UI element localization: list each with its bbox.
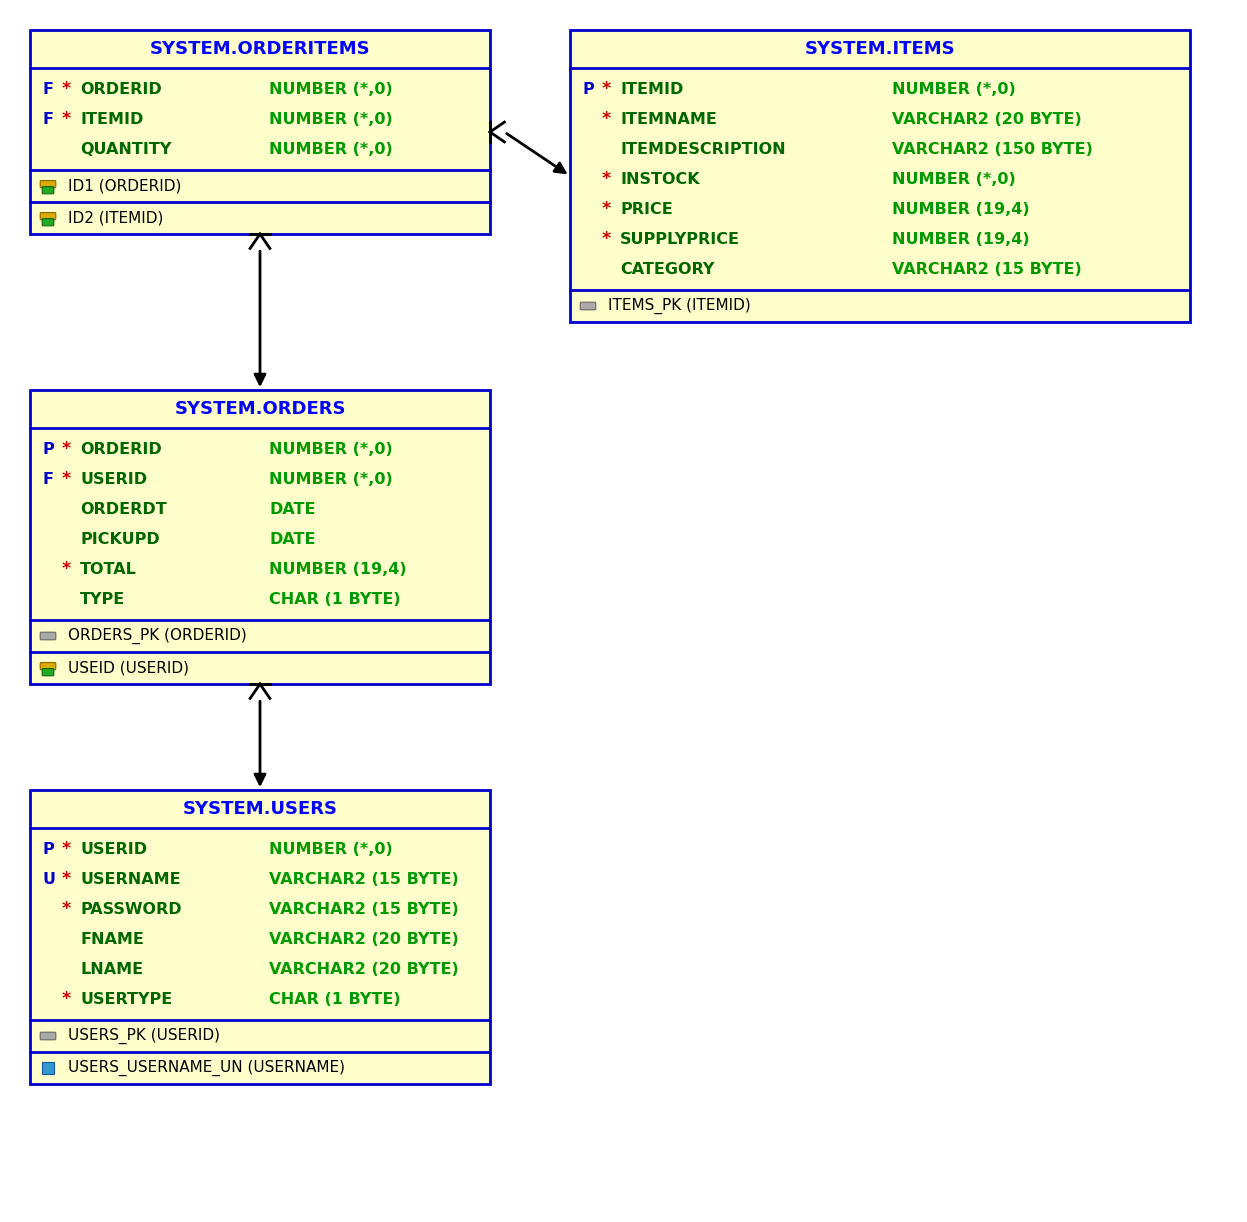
- Text: PASSWORD: PASSWORD: [80, 902, 182, 916]
- Text: *: *: [602, 200, 611, 218]
- Text: SYSTEM.ORDERS: SYSTEM.ORDERS: [175, 400, 345, 418]
- Text: TOTAL: TOTAL: [80, 561, 137, 577]
- Text: *: *: [602, 110, 611, 128]
- Text: USERID: USERID: [80, 842, 147, 857]
- Text: NUMBER (*,0): NUMBER (*,0): [269, 472, 393, 486]
- Text: P: P: [42, 441, 54, 457]
- Text: ORDERS_PK (ORDERID): ORDERS_PK (ORDERID): [69, 628, 247, 644]
- Text: USERS_USERNAME_UN (USERNAME): USERS_USERNAME_UN (USERNAME): [69, 1059, 345, 1077]
- Text: *: *: [62, 990, 71, 1008]
- Bar: [570, 31, 1190, 323]
- Text: *: *: [62, 560, 71, 578]
- Text: *: *: [62, 840, 71, 858]
- Text: ORDERID: ORDERID: [80, 82, 162, 97]
- FancyBboxPatch shape: [40, 213, 56, 220]
- Text: NUMBER (19,4): NUMBER (19,4): [269, 561, 407, 577]
- Text: SYSTEM.USERS: SYSTEM.USERS: [182, 800, 338, 818]
- Text: NUMBER (*,0): NUMBER (*,0): [269, 842, 393, 857]
- Text: ITEMID: ITEMID: [620, 82, 683, 97]
- Text: *: *: [62, 440, 71, 458]
- Text: ITEMDESCRIPTION: ITEMDESCRIPTION: [620, 142, 786, 156]
- Text: ORDERID: ORDERID: [80, 441, 162, 457]
- Text: *: *: [62, 470, 71, 488]
- Text: USERS_PK (USERID): USERS_PK (USERID): [69, 1028, 219, 1044]
- Text: ORDERDT: ORDERDT: [80, 501, 167, 517]
- Text: NUMBER (*,0): NUMBER (*,0): [269, 441, 393, 457]
- Text: P: P: [582, 82, 594, 97]
- Text: NUMBER (*,0): NUMBER (*,0): [893, 82, 1016, 97]
- FancyBboxPatch shape: [40, 632, 56, 640]
- Text: NUMBER (*,0): NUMBER (*,0): [269, 82, 393, 97]
- FancyBboxPatch shape: [40, 181, 56, 188]
- Text: *: *: [62, 899, 71, 918]
- Bar: [30, 789, 490, 1084]
- Text: QUANTITY: QUANTITY: [80, 142, 171, 156]
- Text: VARCHAR2 (15 BYTE): VARCHAR2 (15 BYTE): [269, 871, 459, 886]
- Text: LNAME: LNAME: [80, 962, 143, 976]
- Text: PRICE: PRICE: [620, 202, 672, 216]
- Text: CHAR (1 BYTE): CHAR (1 BYTE): [269, 591, 400, 606]
- Text: *: *: [62, 79, 71, 98]
- Text: NUMBER (19,4): NUMBER (19,4): [893, 231, 1030, 247]
- Text: PICKUPD: PICKUPD: [80, 532, 160, 546]
- Text: *: *: [62, 870, 71, 888]
- Bar: [30, 390, 490, 684]
- Text: USEID (USERID): USEID (USERID): [69, 661, 190, 676]
- Text: NUMBER (*,0): NUMBER (*,0): [893, 171, 1016, 187]
- Bar: [30, 31, 490, 233]
- Text: VARCHAR2 (150 BYTE): VARCHAR2 (150 BYTE): [893, 142, 1094, 156]
- Text: TYPE: TYPE: [80, 591, 125, 606]
- Text: SYSTEM.ORDERITEMS: SYSTEM.ORDERITEMS: [150, 40, 370, 57]
- Text: ID1 (ORDERID): ID1 (ORDERID): [69, 178, 181, 193]
- Text: ITEMNAME: ITEMNAME: [620, 111, 717, 127]
- Text: DATE: DATE: [269, 501, 315, 517]
- FancyBboxPatch shape: [42, 668, 54, 676]
- Text: P: P: [42, 842, 54, 857]
- Text: VARCHAR2 (20 BYTE): VARCHAR2 (20 BYTE): [269, 962, 459, 976]
- Text: NUMBER (*,0): NUMBER (*,0): [269, 142, 393, 156]
- FancyBboxPatch shape: [40, 1033, 56, 1040]
- Text: F: F: [42, 111, 54, 127]
- Text: *: *: [62, 110, 71, 128]
- Text: *: *: [602, 170, 611, 188]
- Text: *: *: [602, 79, 611, 98]
- FancyBboxPatch shape: [580, 302, 596, 310]
- Text: *: *: [602, 230, 611, 248]
- Text: USERTYPE: USERTYPE: [80, 991, 172, 1007]
- Text: SUPPLYPRICE: SUPPLYPRICE: [620, 231, 739, 247]
- Text: INSTOCK: INSTOCK: [620, 171, 700, 187]
- Text: NUMBER (19,4): NUMBER (19,4): [893, 202, 1030, 216]
- Text: CHAR (1 BYTE): CHAR (1 BYTE): [269, 991, 400, 1007]
- Text: FNAME: FNAME: [80, 931, 143, 947]
- Text: SYSTEM.ITEMS: SYSTEM.ITEMS: [804, 40, 955, 57]
- Text: VARCHAR2 (20 BYTE): VARCHAR2 (20 BYTE): [269, 931, 459, 947]
- Text: VARCHAR2 (20 BYTE): VARCHAR2 (20 BYTE): [893, 111, 1082, 127]
- Text: DATE: DATE: [269, 532, 315, 546]
- Text: CATEGORY: CATEGORY: [620, 262, 715, 276]
- FancyBboxPatch shape: [42, 219, 54, 226]
- Text: ID2 (ITEMID): ID2 (ITEMID): [69, 210, 163, 226]
- Text: VARCHAR2 (15 BYTE): VARCHAR2 (15 BYTE): [269, 902, 459, 916]
- Text: VARCHAR2 (15 BYTE): VARCHAR2 (15 BYTE): [893, 262, 1082, 276]
- Text: NUMBER (*,0): NUMBER (*,0): [269, 111, 393, 127]
- Text: ITEMS_PK (ITEMID): ITEMS_PK (ITEMID): [609, 298, 751, 314]
- Text: USERID: USERID: [80, 472, 147, 486]
- Text: ITEMID: ITEMID: [80, 111, 143, 127]
- Text: USERNAME: USERNAME: [80, 871, 181, 886]
- FancyBboxPatch shape: [42, 187, 54, 194]
- FancyBboxPatch shape: [40, 662, 56, 670]
- Text: F: F: [42, 82, 54, 97]
- Text: U: U: [42, 871, 55, 886]
- Text: F: F: [42, 472, 54, 486]
